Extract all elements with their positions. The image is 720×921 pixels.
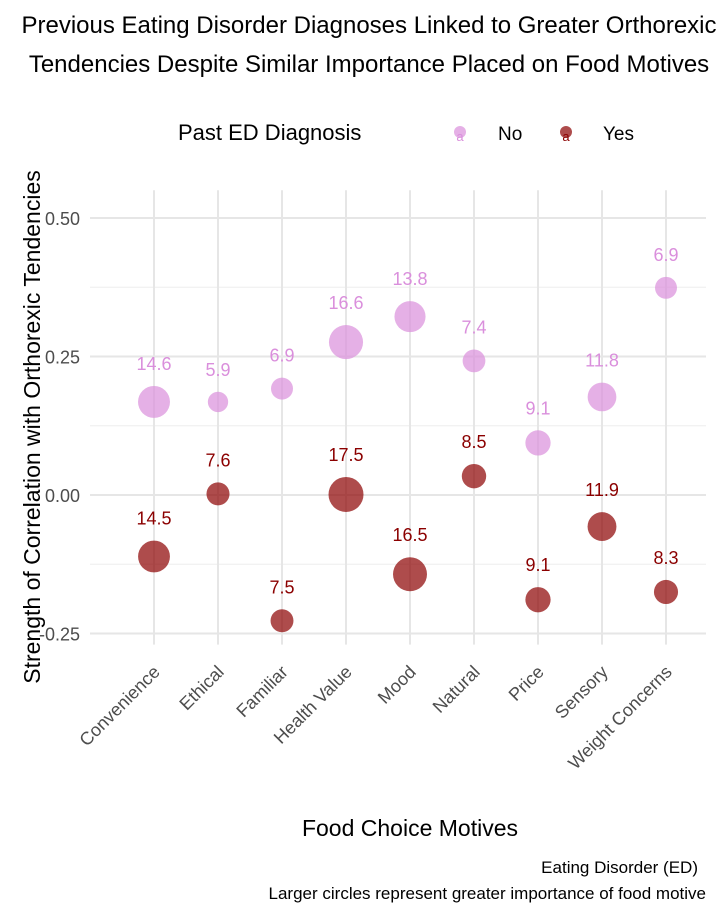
- y-tick-label: 0.50: [45, 209, 80, 229]
- x-tick-label: Mood: [374, 662, 420, 708]
- data-labels: 14.6 5.9 6.9 16.6 13.8 7.4 9.1 11.8 6.9 14.5 7.6 7.…: [136, 245, 678, 597]
- point-no: [525, 430, 551, 456]
- caption-line-2: Larger circles represent greater importa…: [269, 884, 706, 903]
- chart-title-line-2: Tendencies Despite Similar Importance Pl…: [29, 51, 709, 78]
- point-no: [462, 349, 486, 373]
- data-label-yes: 7.6: [205, 450, 230, 470]
- data-points: [138, 276, 679, 633]
- data-label-yes: 16.5: [392, 525, 427, 545]
- data-label-yes: 8.5: [461, 432, 486, 452]
- data-label-no: 5.9: [205, 360, 230, 380]
- data-label-no: 14.6: [136, 354, 171, 374]
- data-label-yes: 14.5: [136, 509, 171, 529]
- point-no: [271, 377, 293, 400]
- data-label-yes: 8.3: [653, 548, 678, 568]
- point-yes: [587, 512, 617, 542]
- data-label-no: 6.9: [269, 346, 294, 366]
- point-no: [328, 325, 364, 360]
- point-no: [587, 382, 617, 412]
- x-tick-label: Convenience: [75, 662, 163, 750]
- legend-yes-key-glyph: a: [562, 129, 570, 144]
- data-label-no: 16.6: [328, 293, 363, 313]
- data-label-no: 11.8: [585, 351, 619, 371]
- legend-yes-marker: [560, 126, 572, 138]
- data-label-no: 9.1: [525, 398, 550, 418]
- y-tick-label: 0.00: [45, 486, 80, 506]
- point-no: [207, 391, 229, 413]
- point-yes: [393, 557, 427, 592]
- point-yes: [328, 476, 364, 512]
- point-yes: [270, 609, 294, 633]
- x-tick-label: Ethical: [175, 662, 227, 714]
- point-yes: [653, 579, 679, 605]
- point-no: [138, 385, 170, 418]
- point-yes: [138, 540, 170, 573]
- point-yes: [461, 463, 487, 489]
- y-tick-label: -0.25: [39, 625, 80, 645]
- point-yes: [206, 482, 230, 506]
- data-label-no: 7.4: [461, 318, 486, 338]
- x-axis-title: Food Choice Motives: [302, 815, 518, 841]
- data-label-no: 6.9: [653, 245, 678, 265]
- caption-line-1: Eating Disorder (ED): [541, 858, 698, 877]
- x-tick-label: Sensory: [551, 662, 612, 723]
- y-axis-title: Strength of Correlation with Orthorexic …: [19, 170, 45, 684]
- data-label-yes: 11.9: [585, 480, 619, 500]
- y-tick-label: 0.25: [45, 348, 80, 368]
- legend-yes-label: Yes: [603, 124, 634, 145]
- y-axis-ticks: -0.25 0.00 0.25 0.50: [39, 209, 80, 645]
- data-label-no: 13.8: [392, 269, 427, 289]
- x-tick-label: Natural: [429, 662, 484, 717]
- point-no: [394, 301, 426, 333]
- data-label-yes: 9.1: [525, 555, 550, 575]
- data-label-yes: 7.5: [269, 577, 294, 597]
- data-label-yes: 17.5: [328, 445, 363, 465]
- legend-no-marker: [454, 126, 466, 138]
- point-no: [655, 276, 677, 299]
- legend-no-key-glyph: a: [456, 129, 464, 144]
- legend-no-label: No: [498, 124, 522, 145]
- point-yes: [525, 587, 551, 613]
- chart-title-line-1: Previous Eating Disorder Diagnoses Linke…: [22, 12, 717, 39]
- x-tick-label: Price: [505, 662, 548, 705]
- legend-title: Past ED Diagnosis: [178, 120, 361, 145]
- legend: Past ED Diagnosis a No a Yes: [178, 120, 634, 145]
- x-tick-label: Familiar: [232, 662, 291, 721]
